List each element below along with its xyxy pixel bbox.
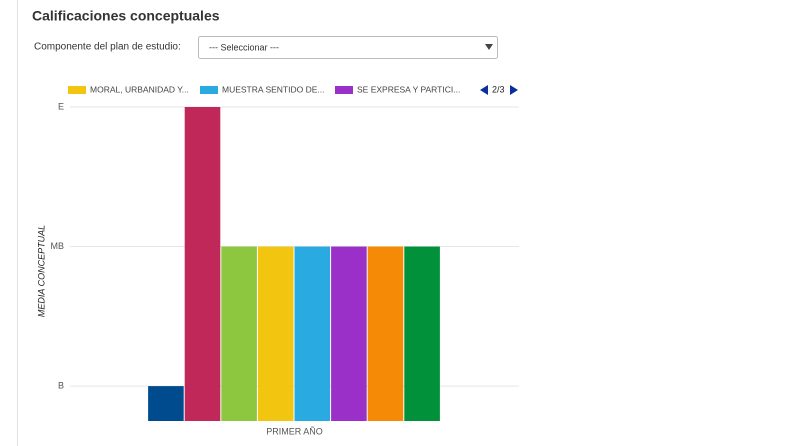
legend-swatch (68, 86, 86, 94)
legend-page: 2/3 (492, 84, 505, 94)
bar (331, 246, 367, 421)
bar (257, 246, 294, 421)
legend-next[interactable] (510, 85, 518, 95)
section-title: Calificaciones conceptuales (32, 8, 220, 24)
bar (294, 246, 331, 421)
legend-swatch (200, 86, 218, 94)
y-axis-title: MEDIA CONCEPTUAL (36, 225, 46, 317)
bar (148, 386, 184, 421)
y-tick-label: B (58, 380, 64, 390)
y-tick-label: E (58, 101, 64, 111)
x-tick-label: PRIMER AÑO (266, 426, 323, 436)
select-box[interactable] (198, 36, 498, 59)
y-tick-label: MB (51, 241, 65, 251)
filter-label: Componente del plan de estudio: (34, 42, 181, 53)
legend-prev[interactable] (480, 85, 488, 95)
legend-label: SE EXPRESA Y PARTICI... (357, 84, 460, 94)
bar (404, 246, 440, 421)
select-placeholder: --- Seleccionar --- (209, 42, 279, 52)
bar (221, 246, 257, 421)
bar (184, 107, 221, 421)
select-arrow (485, 44, 493, 50)
legend-label: MUESTRA SENTIDO DE... (222, 84, 325, 94)
legend-swatch (335, 86, 353, 94)
legend-label: MORAL, URBANIDAD Y... (90, 84, 189, 94)
bar (367, 246, 404, 421)
